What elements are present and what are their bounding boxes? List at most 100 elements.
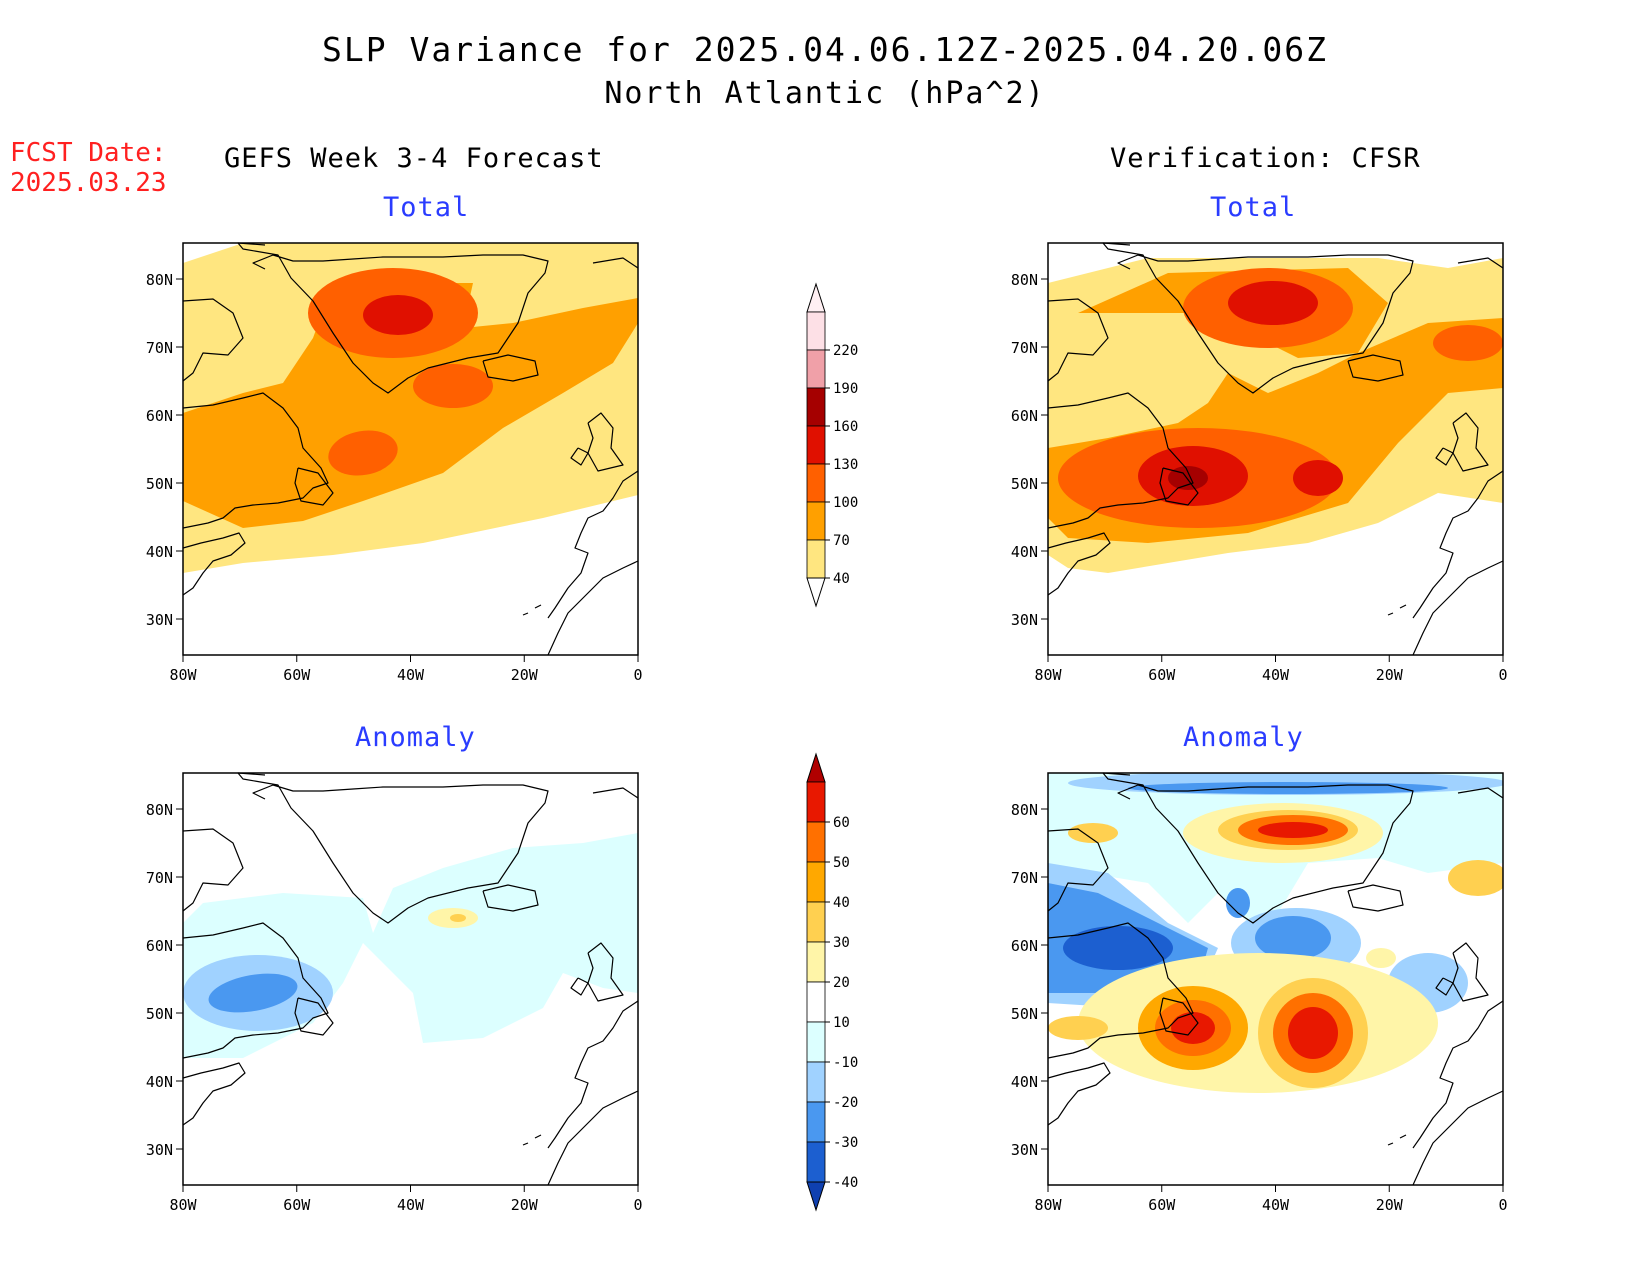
shade-100-130	[328, 430, 398, 476]
top-right-panel-title: Total	[1210, 192, 1297, 223]
total-colorbar-segment	[806, 539, 826, 579]
anomaly-colorbar-label: -10	[833, 1055, 858, 1071]
anomaly-colorbar-label: -40	[833, 1175, 858, 1191]
bl-lon-label: 40W	[397, 1196, 425, 1214]
total-colorbar-segment	[806, 425, 826, 465]
left-column-title: GEFS Week 3-4 Forecast	[224, 143, 604, 174]
tr-lon-label: 80W	[1034, 666, 1062, 684]
total-colorbar-label: 70	[833, 533, 850, 549]
coastline-segment	[547, 1000, 639, 1149]
anomaly-colorbar-label: 60	[833, 815, 850, 831]
coastline-segment	[1387, 1142, 1394, 1146]
coastline-segment	[1435, 977, 1454, 996]
anomaly-colorbar-label: 20	[833, 975, 850, 991]
shade-pos10-20	[1366, 948, 1396, 968]
tl-lon-label: 80W	[169, 666, 197, 684]
bl-lat-label: 80N	[146, 801, 173, 819]
tl-lon-label: 40W	[397, 666, 425, 684]
br-lon-label: 80W	[1034, 1196, 1062, 1214]
br-lat-label: 30N	[1011, 1141, 1038, 1159]
anomaly-colorbar-segment	[806, 861, 826, 903]
verification-total-map: 80W 60W 40W 20W 0 80N 70N 60N 50N 40N 30N	[1011, 242, 1508, 684]
anomaly-colorbar-bottom-cap	[806, 1181, 826, 1212]
coastline-segment	[1412, 470, 1504, 619]
coastline-segment	[182, 532, 246, 596]
anomaly-colorbar-segment	[806, 941, 826, 983]
coastline-segment	[534, 604, 542, 609]
br-lon-label: 0	[1498, 1196, 1507, 1214]
bottom-right-panel-title: Anomaly	[1183, 722, 1304, 753]
right-column-title: Verification: CFSR	[1110, 143, 1421, 174]
coastline-segment	[534, 1134, 542, 1139]
coastline-segment	[1102, 242, 1414, 394]
tl-lat-label: 60N	[146, 407, 173, 425]
total-colorbar-label: 190	[833, 381, 858, 397]
bl-lon-label: 20W	[511, 1196, 539, 1214]
coastline-segment	[1412, 560, 1504, 656]
anomaly-colorbar-segment	[806, 1141, 826, 1183]
bl-lat-label: 30N	[146, 1141, 173, 1159]
total-colorbar: 220 190 160 130 100 70 40	[806, 282, 858, 608]
tr-lat-label: 70N	[1011, 339, 1038, 357]
coastline-segment	[1452, 412, 1489, 472]
coastline-segment	[1435, 447, 1454, 466]
shade-pos50-60	[1258, 822, 1328, 838]
coastline-segment	[1399, 604, 1407, 609]
br-lon-label: 20W	[1376, 1196, 1404, 1214]
shade-pos20-30	[1448, 860, 1503, 896]
coastline-segment	[1047, 298, 1109, 382]
shade-pos20-30	[1068, 823, 1118, 843]
coastline-segment	[547, 1090, 639, 1186]
coastline-segment	[1047, 922, 1194, 1059]
tl-shading	[183, 243, 638, 573]
tr-lon-label: 0	[1498, 666, 1507, 684]
br-lat-label: 80N	[1011, 801, 1038, 819]
bl-lon-label: 0	[633, 1196, 642, 1214]
shade-pos50-60	[1171, 1012, 1215, 1044]
anomaly-colorbar-label: 10	[833, 1015, 850, 1031]
shade-pos10-20	[1078, 953, 1438, 1093]
shade-100-130	[413, 364, 493, 408]
tr-lat-label: 40N	[1011, 543, 1038, 561]
bl-lon-label: 80W	[169, 1196, 197, 1214]
anomaly-colorbar: 60 50 40 30 20 10 -10 -20 -30 -40	[806, 752, 858, 1212]
shade-neg30-neg40	[1226, 888, 1250, 918]
bl-lat-label: 40N	[146, 1073, 173, 1091]
tl-lat-label: 30N	[146, 611, 173, 629]
tr-lat-label: 50N	[1011, 475, 1038, 493]
total-colorbar-segment	[806, 501, 826, 541]
anomaly-colorbar-label: 50	[833, 855, 850, 871]
anomaly-colorbar-segment	[806, 1101, 826, 1143]
coastline-segment	[1452, 942, 1489, 1002]
coastline-segment	[182, 1062, 246, 1126]
shade-160-190	[1168, 466, 1208, 490]
tr-lat-label: 60N	[1011, 407, 1038, 425]
total-colorbar-label: 100	[833, 495, 858, 511]
shade-pos50-60	[1288, 1007, 1338, 1059]
total-colorbar-top-cap	[806, 282, 826, 313]
bl-lon-label: 60W	[283, 1196, 311, 1214]
coastline-segment	[1047, 532, 1111, 596]
anomaly-colorbar-segment	[806, 1061, 826, 1103]
shade-below-neg40	[1063, 926, 1173, 970]
coastline-segment	[547, 470, 639, 619]
coastline-segment	[182, 828, 244, 912]
tl-lon-label: 20W	[511, 666, 539, 684]
shade-70-100	[183, 283, 638, 528]
bl-shading	[183, 833, 638, 1058]
coastline-segment	[547, 560, 639, 656]
bl-lat-label: 70N	[146, 869, 173, 887]
total-colorbar-segment	[806, 387, 826, 427]
shade-neg30-neg40	[208, 973, 298, 1013]
shade-neg30-neg40	[1255, 916, 1331, 960]
tr-coastline	[1047, 242, 1504, 656]
coastline-segment	[1102, 772, 1414, 924]
br-lat-label: 50N	[1011, 1005, 1038, 1023]
anomaly-colorbar-label: -20	[833, 1095, 858, 1111]
total-colorbar-bottom-cap	[806, 577, 826, 608]
coastline-segment	[592, 787, 639, 799]
coastline-segment	[1387, 612, 1394, 616]
anomaly-colorbar-label: 40	[833, 895, 850, 911]
main-subtitle: North Atlantic (hPa^2)	[604, 76, 1046, 111]
coastline-segment	[482, 884, 539, 912]
